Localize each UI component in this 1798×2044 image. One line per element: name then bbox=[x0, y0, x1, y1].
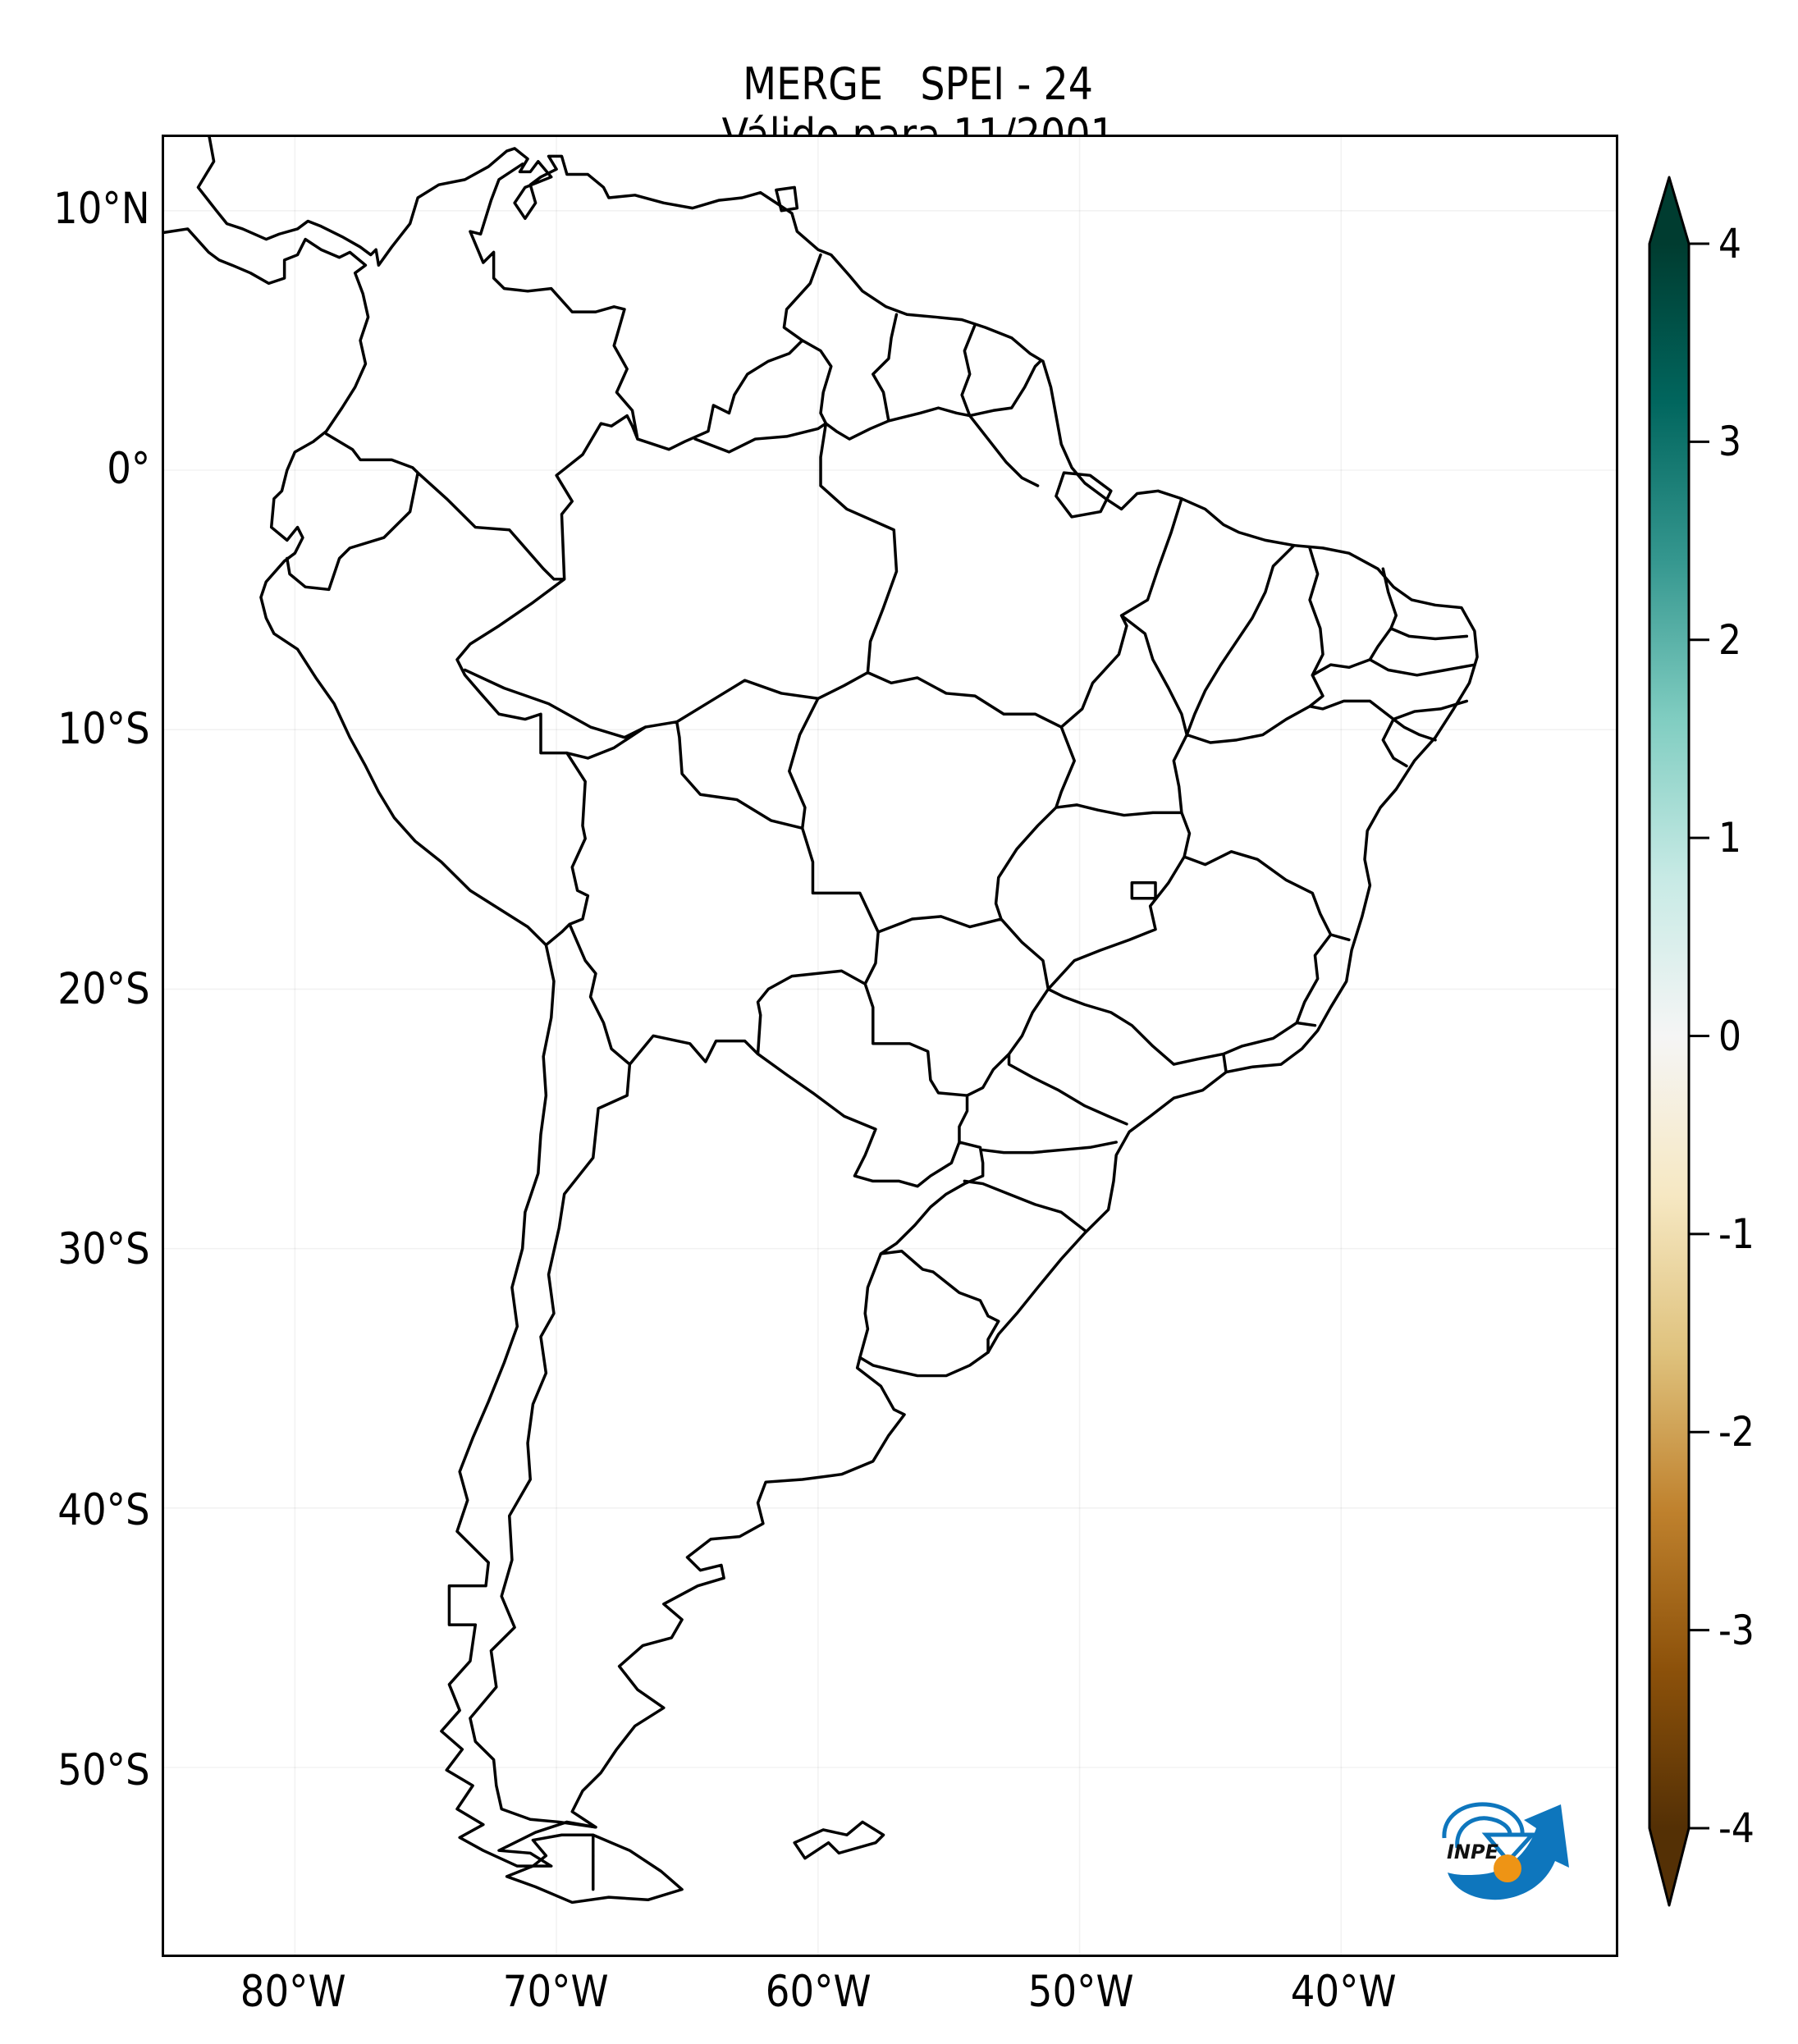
lon-label-70w: 70°W bbox=[502, 1967, 609, 2017]
lat-label-40s: 40°S bbox=[57, 1485, 150, 1535]
inpe-logo: INPE bbox=[1442, 1802, 1569, 1900]
graticule-gridlines bbox=[164, 137, 1616, 1955]
inpe-hollow-arrow bbox=[1481, 1832, 1537, 1864]
spei-colorbar bbox=[1648, 176, 1709, 1907]
country-borders-path bbox=[286, 162, 1042, 1829]
lat-label-20s: 20°S bbox=[57, 964, 150, 1014]
coastline-path bbox=[164, 137, 1479, 1868]
south-america-map bbox=[164, 137, 1616, 1955]
map-plot-area bbox=[162, 135, 1618, 1957]
cb-label-4: 4 bbox=[1718, 220, 1741, 268]
colorbar-gradient-bar bbox=[1649, 244, 1689, 1828]
cb-label-m1: -1 bbox=[1718, 1210, 1755, 1258]
cb-label-m3: -3 bbox=[1718, 1607, 1755, 1654]
inpe-spiral-inner bbox=[1455, 1816, 1512, 1849]
cb-label-m4: -4 bbox=[1718, 1804, 1755, 1852]
lat-label-10n: 10°N bbox=[53, 184, 150, 234]
lat-label-10s: 10°S bbox=[57, 704, 150, 754]
cb-label-2: 2 bbox=[1718, 616, 1741, 664]
colorbar-under-arrow bbox=[1649, 1827, 1689, 1905]
lon-label-80w: 80°W bbox=[240, 1967, 346, 2017]
lat-label-50s: 50°S bbox=[57, 1745, 150, 1795]
colorbar-over-arrow bbox=[1649, 177, 1689, 245]
lat-label-30s: 30°S bbox=[57, 1224, 150, 1274]
cb-label-3: 3 bbox=[1718, 418, 1741, 465]
islands-path bbox=[505, 185, 1113, 1905]
inpe-globe bbox=[1494, 1854, 1521, 1882]
cb-label-1: 1 bbox=[1718, 814, 1741, 862]
lat-label-0: 0° bbox=[106, 444, 150, 494]
colorbar-tick-marks bbox=[1689, 242, 1709, 1830]
cb-label-0: 0 bbox=[1718, 1013, 1741, 1060]
inpe-swoosh-arrow bbox=[1448, 1804, 1569, 1900]
cb-label-m2: -2 bbox=[1718, 1408, 1755, 1456]
map-title-text: MERGE SPEI - 24 bbox=[743, 58, 1094, 110]
inpe-spiral-outer bbox=[1442, 1802, 1525, 1839]
lon-label-60w: 60°W bbox=[765, 1967, 872, 2017]
lon-label-40w: 40°W bbox=[1290, 1967, 1397, 2017]
inpe-wordmark: INPE bbox=[1447, 1841, 1499, 1863]
map-title: MERGE SPEI - 24 bbox=[162, 8, 1618, 161]
lon-label-50w: 50°W bbox=[1027, 1967, 1134, 2017]
state-borders-path bbox=[463, 414, 1476, 1232]
